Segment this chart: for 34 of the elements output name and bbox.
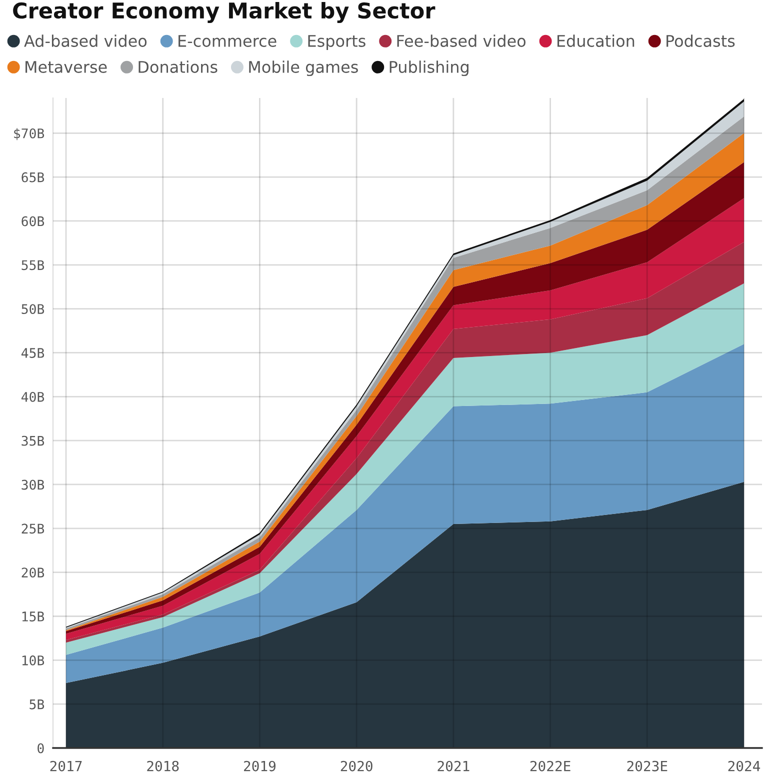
y-tick-label: 35B xyxy=(22,436,44,446)
x-tick-label: 2018 xyxy=(147,760,179,772)
y-tick-label: 15B xyxy=(22,612,44,622)
x-tick-label: 2017 xyxy=(50,760,82,772)
legend-label: Esports xyxy=(308,35,366,50)
legend-label: Education xyxy=(557,34,634,47)
y-tick-label: 65B xyxy=(22,172,44,182)
y-tick-label: 5B xyxy=(30,700,44,710)
legend-label: Podcasts xyxy=(666,34,735,47)
y-tick-label: 25B xyxy=(22,524,44,534)
x-tick-label: 2022E xyxy=(530,760,570,772)
legend-label: Fee-based video xyxy=(397,34,526,47)
legend-label: Donations xyxy=(138,60,218,73)
x-tick-label: 2021 xyxy=(438,760,470,772)
y-tick-label: 60B xyxy=(22,216,44,226)
x-tick-label: 2019 xyxy=(244,760,276,772)
chart-title: Creator Economy Market by Sector xyxy=(13,2,436,24)
legend-label: Metaverse xyxy=(26,61,107,73)
y-tick-label: 40B xyxy=(21,392,44,402)
legend-label: Mobile games xyxy=(249,60,358,76)
y-tick-label: 0 xyxy=(38,743,44,754)
legend-label: Ad-based video xyxy=(24,34,147,47)
legend-label: E-commerce xyxy=(178,35,276,47)
y-tick-label: 20B xyxy=(22,568,44,578)
y-tick-label: 30B xyxy=(22,480,44,490)
y-tick-label: 55B xyxy=(22,260,44,270)
y-tick-label: 10B xyxy=(22,655,44,666)
y-tick-label: 45B xyxy=(21,348,44,358)
y-tick-label: $70B xyxy=(14,128,44,140)
legend-label: Publishing xyxy=(390,60,468,76)
y-tick-label: 50B xyxy=(22,304,44,314)
x-tick-label: 2020 xyxy=(340,760,372,772)
x-tick-label: 2023E xyxy=(627,760,668,772)
x-tick-label: 2024 xyxy=(728,760,760,772)
